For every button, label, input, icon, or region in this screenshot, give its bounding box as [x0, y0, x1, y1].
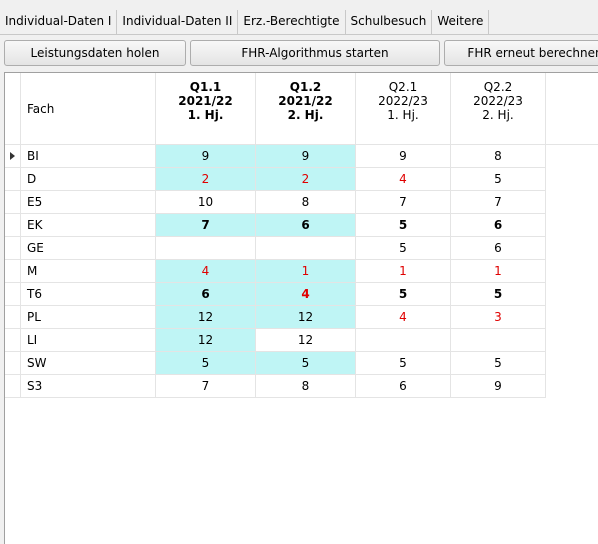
subject-cell: GE: [21, 237, 156, 260]
row-indicator: [5, 329, 21, 352]
grade-cell[interactable]: 1: [356, 260, 451, 283]
subject-cell: M: [21, 260, 156, 283]
grade-cell[interactable]: 5: [451, 352, 546, 375]
grade-cell[interactable]: [256, 237, 356, 260]
grade-cell[interactable]: 10: [156, 191, 256, 214]
grade-cell[interactable]: 5: [356, 237, 451, 260]
header-line: 1. Hj.: [187, 108, 224, 122]
grade-cell[interactable]: 9: [356, 145, 451, 168]
row-indicator: [5, 375, 21, 398]
grade-cell[interactable]: 5: [451, 168, 546, 191]
tab[interactable]: Weitere: [432, 10, 490, 34]
grade-cell[interactable]: 5: [451, 283, 546, 306]
grade-table: Fach Q1.1 2021/22 1. Hj. Q1.2 2021/22 2. Hj. Q2…: [4, 72, 598, 544]
column-header: Q1.1 2021/22 1. Hj.: [156, 73, 256, 145]
grade-cell[interactable]: [356, 329, 451, 352]
grade-cell[interactable]: 5: [256, 352, 356, 375]
header-line: Q2.1: [388, 80, 418, 94]
header-line: Q1.1: [189, 80, 222, 94]
header-line: 2021/22: [178, 94, 233, 108]
grade-cell[interactable]: [451, 329, 546, 352]
grade-cell[interactable]: 7: [156, 375, 256, 398]
header-line: 2021/22: [278, 94, 333, 108]
row-indicator: [5, 260, 21, 283]
grade-cell[interactable]: 6: [451, 237, 546, 260]
column-header: Q1.2 2021/22 2. Hj.: [256, 73, 356, 145]
grade-cell[interactable]: 8: [256, 191, 356, 214]
tab[interactable]: Individual-Daten II: [117, 10, 239, 34]
subject-cell: LI: [21, 329, 156, 352]
grade-cell[interactable]: 6: [356, 375, 451, 398]
grade-cell[interactable]: 5: [156, 352, 256, 375]
header-line: Q2.2: [483, 80, 513, 94]
grade-cell[interactable]: 9: [256, 145, 356, 168]
grade-cell[interactable]: 12: [256, 329, 356, 352]
button[interactable]: Leistungsdaten holen: [4, 40, 186, 66]
subject-cell: PL: [21, 306, 156, 329]
tab[interactable]: Schulbesuch: [346, 10, 433, 34]
row-indicator: [5, 145, 21, 168]
grade-cell[interactable]: 9: [451, 375, 546, 398]
button[interactable]: FHR erneut berechnen: [444, 40, 598, 66]
column-header: Q2.2 2022/23 2. Hj.: [451, 73, 546, 145]
grade-cell[interactable]: 8: [451, 145, 546, 168]
grade-cell[interactable]: 7: [451, 191, 546, 214]
row-indicator: [5, 214, 21, 237]
subject-cell: S3: [21, 375, 156, 398]
grade-cell[interactable]: 6: [156, 283, 256, 306]
row-indicator: [5, 306, 21, 329]
grade-cell[interactable]: 5: [356, 283, 451, 306]
grade-cell[interactable]: 4: [356, 306, 451, 329]
grade-cell[interactable]: 2: [256, 168, 356, 191]
header-line: 2. Hj.: [287, 108, 324, 122]
grade-cell[interactable]: 7: [356, 191, 451, 214]
subject-cell: D: [21, 168, 156, 191]
header-line: 2022/23: [473, 94, 523, 108]
grade-cell[interactable]: 6: [451, 214, 546, 237]
tab-bar: Individual-Daten I Individual-Daten II Erz…: [0, 10, 598, 35]
grade-cell[interactable]: 9: [156, 145, 256, 168]
row-indicator: [5, 237, 21, 260]
row-indicator: [5, 168, 21, 191]
header-line: 2. Hj.: [482, 108, 514, 122]
subject-cell: EK: [21, 214, 156, 237]
grade-cell[interactable]: 8: [256, 375, 356, 398]
filler-header: [546, 73, 598, 145]
header-line: 1. Hj.: [387, 108, 419, 122]
row-indicator: [5, 352, 21, 375]
corner-cell: [5, 73, 21, 145]
header-line: Q1.2: [289, 80, 322, 94]
subject-cell: E5: [21, 191, 156, 214]
subject-cell: SW: [21, 352, 156, 375]
grade-cell[interactable]: 2: [156, 168, 256, 191]
header-line: Fach: [27, 102, 55, 116]
grade-cell[interactable]: 3: [451, 306, 546, 329]
toolbar: Leistungsdaten holen FHR-Algorithmus star…: [4, 40, 598, 68]
grade-cell[interactable]: 4: [156, 260, 256, 283]
row-indicator: [5, 283, 21, 306]
row-indicator: [5, 191, 21, 214]
subject-cell: BI: [21, 145, 156, 168]
grade-cell[interactable]: 12: [156, 306, 256, 329]
grade-cell[interactable]: 6: [256, 214, 356, 237]
tab[interactable]: Erz.-Berechtigte: [238, 10, 346, 34]
column-header: Q2.1 2022/23 1. Hj.: [356, 73, 451, 145]
column-header: Fach: [21, 73, 156, 145]
current-row-arrow: [10, 152, 15, 160]
grade-cell[interactable]: 1: [256, 260, 356, 283]
grade-cell[interactable]: 12: [256, 306, 356, 329]
grade-cell[interactable]: 5: [356, 214, 451, 237]
grade-cell[interactable]: 1: [451, 260, 546, 283]
grade-cell[interactable]: 7: [156, 214, 256, 237]
grade-cell[interactable]: 5: [356, 352, 451, 375]
grade-cell[interactable]: 4: [356, 168, 451, 191]
subject-cell: T6: [21, 283, 156, 306]
tab[interactable]: Individual-Daten I: [0, 10, 118, 34]
grade-cell[interactable]: [156, 237, 256, 260]
grade-cell[interactable]: 12: [156, 329, 256, 352]
grade-cell[interactable]: 4: [256, 283, 356, 306]
button[interactable]: FHR-Algorithmus starten: [190, 40, 440, 66]
header-line: 2022/23: [378, 94, 428, 108]
